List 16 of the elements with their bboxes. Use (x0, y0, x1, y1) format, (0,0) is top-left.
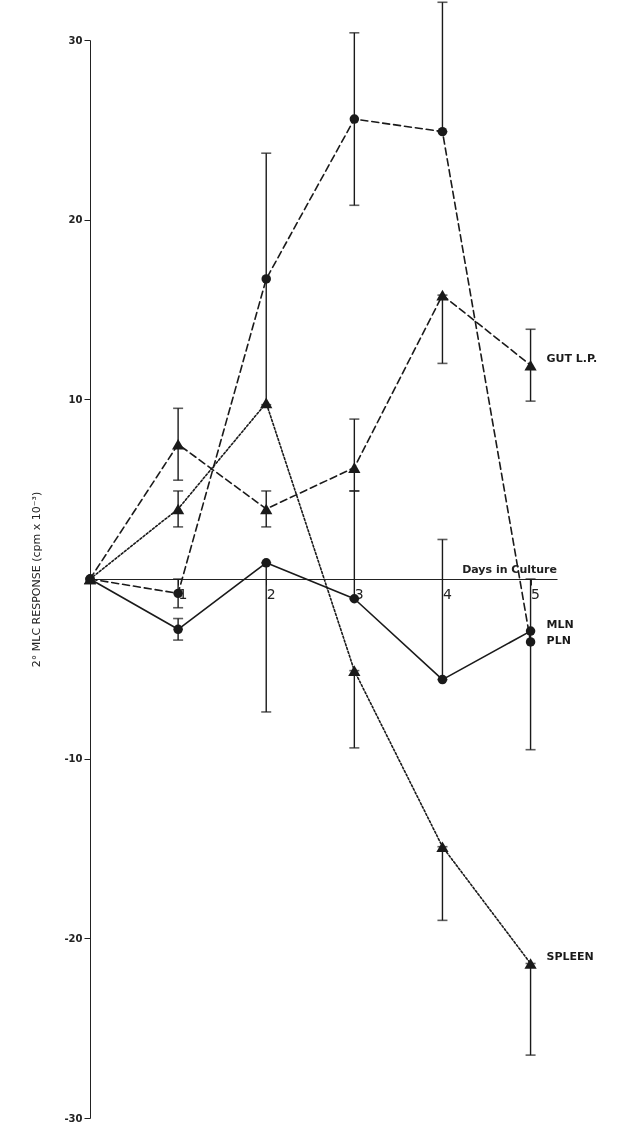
y-axis-title: 2° MLC RESPONSE (cpm x 10⁻³) (30, 491, 44, 668)
y-tick-label: 20 (68, 214, 83, 226)
y-tick-label: 30 (68, 34, 83, 46)
series-label: GUT L.P. (546, 352, 598, 366)
x-tick-label: 1 (178, 585, 188, 602)
series-label: MLN (546, 618, 574, 632)
x-tick-label: 5 (531, 585, 540, 602)
series-label: PLN (546, 634, 571, 648)
y-tick-label: -20 (64, 932, 83, 944)
y-tick-label: -10 (64, 753, 83, 765)
series-label: SPLEEN (546, 950, 594, 964)
x-tick-label: 4 (442, 585, 452, 602)
x-tick-label: 2 (266, 585, 276, 602)
y-tick-label: 10 (68, 393, 83, 405)
y-tick-label: -30 (64, 1112, 83, 1124)
x-axis-title: Days in Culture (462, 563, 557, 576)
